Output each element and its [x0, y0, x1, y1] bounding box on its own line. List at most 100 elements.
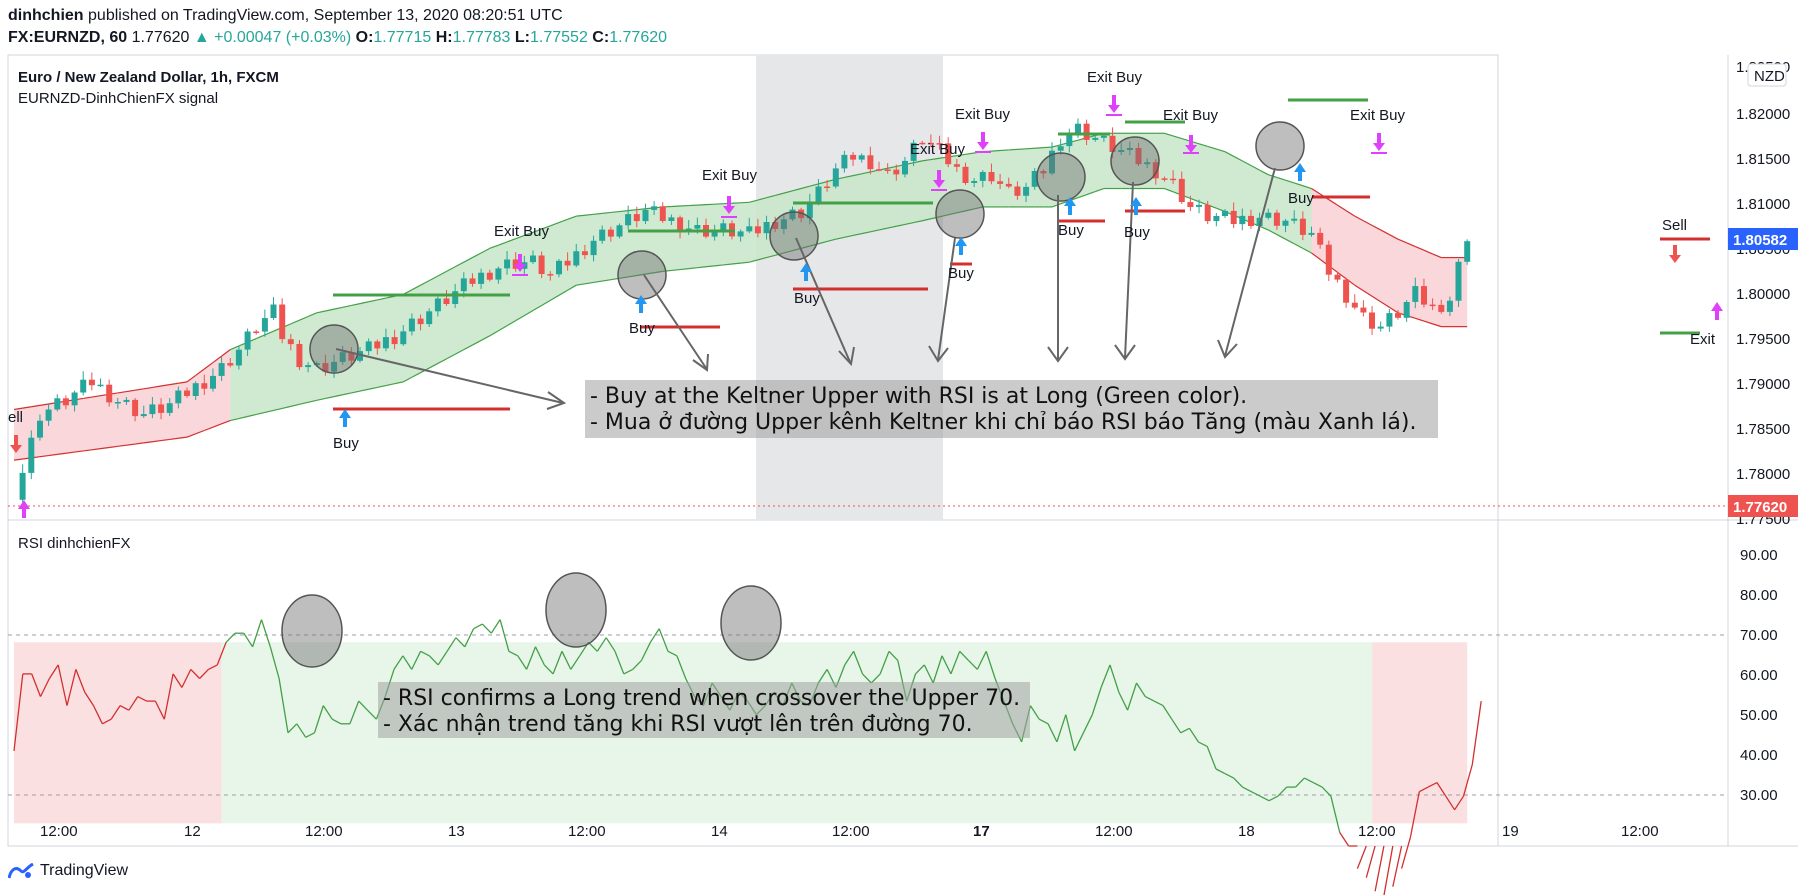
buy-signal-4[interactable]: Buy: [948, 237, 974, 282]
candle-body: [382, 337, 389, 349]
candle: [1178, 171, 1185, 204]
exit-signal-right[interactable]: Exit: [1690, 302, 1723, 348]
candle: [1248, 209, 1254, 229]
rsi-segment: [251, 619, 263, 648]
keltner-lower-segment: [204, 426, 214, 432]
buy-signal-6[interactable]: Buy: [1124, 197, 1150, 241]
keltner-upper-segment: [212, 355, 222, 364]
author-name[interactable]: dinhchien: [8, 7, 84, 24]
candle-body: [88, 379, 95, 386]
buy-signal-7[interactable]: Buy: [1288, 163, 1314, 207]
tradingview-brand[interactable]: TradingView: [40, 862, 129, 879]
rsi-segment: [1321, 786, 1332, 797]
rsi-segment: [588, 641, 598, 652]
candle: [1282, 218, 1289, 233]
rsi-segment: [446, 637, 457, 652]
candle: [1308, 226, 1315, 237]
candle: [1265, 208, 1272, 220]
candle-body: [659, 206, 666, 221]
exit-buy-signal-3[interactable]: Exit Buy: [910, 141, 966, 191]
rsi-segment: [1100, 664, 1111, 688]
keltner-lower-segment: [922, 218, 932, 222]
exit-buy-signal-7[interactable]: Exit Buy: [1350, 107, 1406, 154]
currency-button[interactable]: NZD: [1747, 63, 1787, 87]
candle: [884, 163, 891, 174]
candle-body: [1196, 204, 1202, 207]
ohlc-legend: FX:EURNZD, 60 1.77620 ▲ +0.00047 (+0.03%…: [8, 29, 667, 47]
rsi-segment: [57, 664, 68, 706]
keltner-lower-segment: [195, 429, 205, 435]
keltner-lower-segment: [1371, 295, 1382, 303]
candle: [1386, 309, 1393, 332]
price-axis[interactable]: 1.82500 1.82000 1.81500 1.81000 1.80500 …: [1736, 59, 1790, 528]
annotation-rsi-bg: [378, 682, 1030, 738]
candle: [123, 396, 130, 405]
rsi-segment: [968, 659, 978, 670]
rsi-segment: [1038, 718, 1049, 725]
candle: [1204, 200, 1211, 225]
keltner-lower-segment: [775, 252, 785, 256]
rsi-segment: [428, 655, 439, 666]
rsi-segment: [278, 678, 289, 733]
open-label: O:: [355, 29, 374, 46]
keltner-lower-segment: [688, 267, 698, 270]
buy-signal-2[interactable]: Buy: [629, 295, 655, 337]
candle: [754, 218, 761, 238]
keltner-upper-segment: [368, 299, 378, 303]
keltner-lower-segment: [316, 397, 326, 401]
exit-buy-signal-4[interactable]: Exit Buy: [955, 106, 1011, 153]
exit-buy-signal-1[interactable]: Exit Buy: [494, 223, 550, 276]
keltner-upper-segment: [22, 406, 32, 409]
rsi-segment: [870, 673, 881, 684]
time-axis[interactable]: 12:00 12 12:00 13 12:00 14 12:00 17 12:0…: [40, 823, 1659, 840]
buy-label-7: Buy: [1288, 190, 1314, 207]
sell-signal-right[interactable]: Sell: [1662, 217, 1687, 263]
candle: [486, 269, 493, 282]
exit-buy-signal-2[interactable]: Exit Buy: [702, 167, 758, 218]
rsi-segment: [1356, 845, 1367, 869]
keltner-upper-segment: [965, 152, 975, 155]
time-tick: 12:00: [1095, 823, 1133, 840]
exit-buy-signal-6[interactable]: Exit Buy: [1163, 107, 1219, 154]
circle-main-1: [309, 324, 359, 374]
keltner-upper-segment: [956, 153, 966, 157]
candle: [668, 214, 675, 226]
buy-signal-1[interactable]: Buy: [333, 409, 359, 452]
keltner-upper-segment: [1026, 147, 1035, 150]
keltner-upper-segment: [576, 214, 585, 217]
exit-buy-signal-5[interactable]: Exit Buy: [1087, 69, 1143, 116]
rsi-segment: [623, 668, 633, 675]
buy-signal-3[interactable]: Buy: [794, 263, 820, 307]
keltner-upper-segment: [1294, 182, 1304, 187]
candle-body: [677, 217, 684, 233]
keltner-upper-segment: [792, 187, 802, 192]
rsi-segment: [1277, 786, 1288, 797]
keltner-lower-segment: [472, 339, 482, 346]
sell-signal-left[interactable]: ell: [8, 409, 30, 518]
candle: [1273, 209, 1280, 230]
candle: [426, 308, 433, 328]
candle-body: [832, 168, 839, 187]
time-tick: 12:00: [305, 823, 343, 840]
rsi-segment: [154, 700, 165, 720]
rsi-axis[interactable]: 90.00 80.00 70.00 60.00 50.00 40.00 30.0…: [1740, 547, 1778, 804]
candle-body: [339, 352, 346, 362]
keltner-lower-segment: [714, 264, 724, 267]
candle-body: [642, 209, 649, 222]
keltner-upper-segment: [541, 225, 551, 230]
rsi-segment: [570, 655, 581, 670]
keltner-lower-segment: [826, 238, 836, 243]
rsi-segment: [216, 642, 227, 666]
keltner-upper-segment: [524, 231, 534, 237]
price-tick: 1.78000: [1736, 466, 1790, 483]
buy-signal-5[interactable]: Buy: [1058, 197, 1084, 239]
candle-body: [296, 344, 303, 368]
candle: [1429, 298, 1436, 311]
keltner-lower-segment: [1293, 243, 1304, 249]
rsi-tick: 30.00: [1740, 787, 1778, 804]
candle: [88, 372, 95, 391]
candle: [339, 345, 346, 365]
keltner-upper-segment: [1207, 145, 1217, 150]
candle: [305, 362, 312, 373]
